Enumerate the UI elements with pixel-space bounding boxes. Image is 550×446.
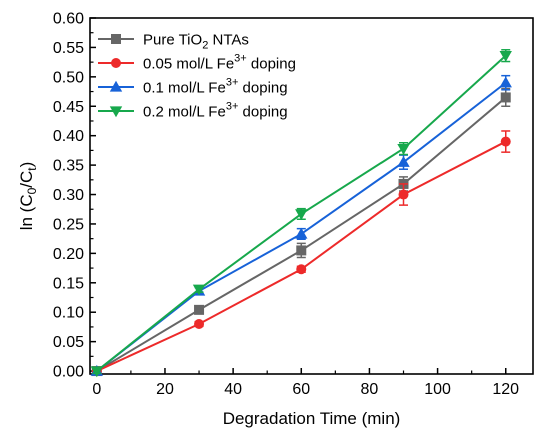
y-tick-label: 0.15 [53,275,84,292]
y-tick-label: 0.00 [53,364,84,381]
y-tick-label: 0.45 [53,99,84,116]
legend-label-text: Pure TiO [143,32,202,49]
legend-label-sup: 3+ [226,101,239,113]
x-axis-title: Degradation Time (min) [223,409,401,428]
y-tick-label: 0.10 [53,305,84,322]
legend-label: 0.05 mol/L Fe3+ doping [143,53,296,73]
y-axis-title-text: ) [17,162,36,168]
y-axis-title-sub: 0 [25,187,39,194]
y-axis-title-text: ln (C [17,194,36,230]
legend-label-sub: 2 [202,40,208,52]
x-tick-label: 60 [292,381,310,398]
y-tick-label: 0.30 [53,187,84,204]
data-point [90,366,104,378]
legend-label: 0.2 mol/L Fe3+ doping [143,101,288,121]
y-tick-label: 0.35 [53,158,84,175]
legend-item-2: 0.1 mol/L Fe3+ doping [98,77,288,97]
y-axis-title-sub: t [25,167,39,171]
series-line [96,81,507,372]
legend-label-sup: 3+ [234,53,247,65]
legend-label-text: NTAs [208,32,249,49]
series-group [90,49,512,378]
data-point [500,92,511,103]
legend-marker [111,34,121,44]
legend-label-text: 0.1 mol/L Fe [143,80,226,97]
x-tick-label: 100 [424,381,451,398]
y-tick-label: 0.55 [53,40,84,57]
data-point [194,304,205,315]
y-tick-label: 0.20 [53,246,84,263]
y-tick-label: 0.25 [53,216,84,233]
y-axis-title: ln (C0/Ct) [17,162,39,231]
data-point [296,245,307,256]
series-2 [90,74,512,376]
legend-item-1: 0.05 mol/L Fe3+ doping [98,53,296,73]
legend-marker [109,106,123,118]
legend-label-text: 0.2 mol/L Fe [143,104,226,121]
data-point [296,264,307,275]
legend-marker [109,80,123,92]
x-tick-label: 120 [492,381,519,398]
legend-marker [111,58,121,68]
data-point [500,136,511,147]
legend-label: 0.1 mol/L Fe3+ doping [143,77,288,97]
y-tick-label: 0.60 [53,11,84,28]
y-tick-label: 0.40 [53,128,84,145]
data-point [295,209,308,221]
legend-label-text: 0.05 mol/L Fe [143,56,234,73]
x-tick-label: 80 [361,381,379,398]
x-tick-label: 0 [92,381,101,398]
data-point [397,143,410,155]
axis-titles: Degradation Time (min)ln (C0/Ct) [17,162,400,428]
y-axis-title-text: /C [17,171,36,188]
legend-label-sup: 3+ [226,77,239,89]
data-point [397,155,410,167]
data-point [499,51,512,62]
axis-ticks: 0 20 40 60 80 100 120 0.00 0.05 0.10 0.15 0.20 0.25 0… [53,11,519,399]
data-point [192,284,206,296]
data-point [295,227,308,239]
y-tick-label: 0.05 [53,334,84,351]
legend-label-text: doping [238,80,287,97]
data-point [194,318,205,329]
series-3 [90,49,512,378]
data-point [499,76,512,88]
plot-frame [89,17,534,375]
legend-item-3: 0.2 mol/L Fe3+ doping [98,101,288,121]
y-tick-label: 0.50 [53,69,84,86]
legend-label: Pure TiO2 NTAs [143,32,249,52]
legend-item-0: Pure TiO2 NTAs [98,32,249,52]
plot-area [89,17,534,375]
x-tick-label: 40 [224,381,242,398]
x-tick-label: 20 [156,381,174,398]
data-point [398,189,409,200]
legend-label-text: doping [247,56,296,73]
legend-label-text: doping [238,104,287,121]
